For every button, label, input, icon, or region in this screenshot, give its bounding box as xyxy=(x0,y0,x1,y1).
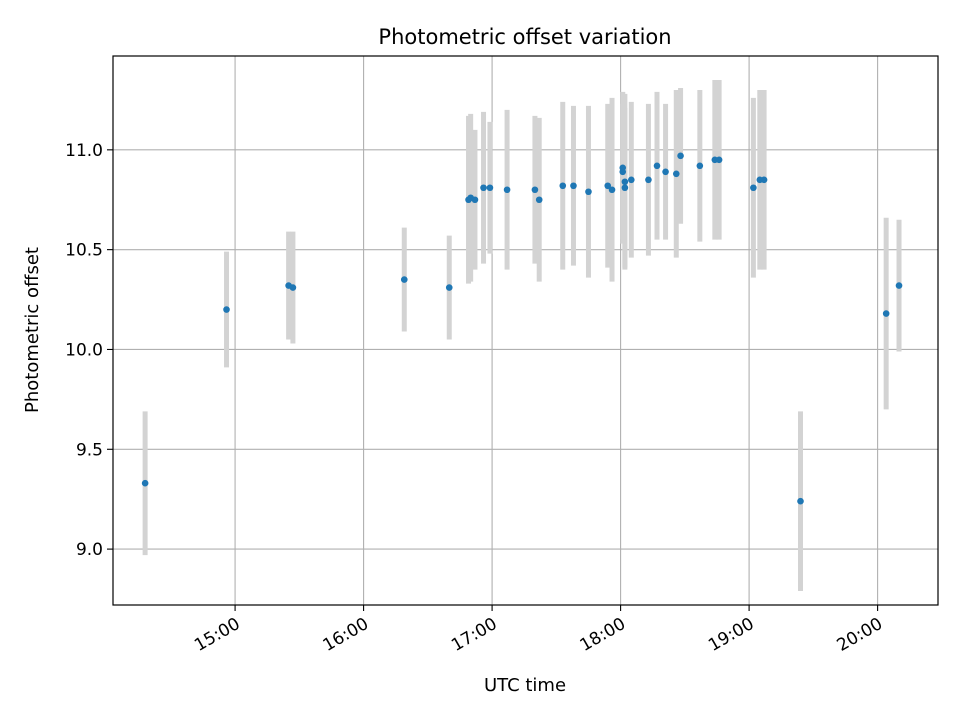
error-bars xyxy=(142,79,902,592)
data-point xyxy=(628,176,635,184)
plot-area-frame xyxy=(112,55,939,606)
data-point xyxy=(672,170,680,178)
data-point xyxy=(471,196,479,204)
data-point xyxy=(619,168,627,176)
y-axis-label: Photometric offset xyxy=(22,247,43,413)
data-points xyxy=(141,152,903,505)
data-point xyxy=(289,284,297,291)
x-axis-label: UTC time xyxy=(484,675,566,696)
data-point xyxy=(585,188,592,196)
data-point xyxy=(503,186,511,194)
y-axis-ticks: 9.0 9.5 10.0 10.5 11.0 xyxy=(65,141,113,560)
x-tick-label: 18:00 xyxy=(577,614,629,656)
data-point xyxy=(480,184,487,192)
data-point xyxy=(653,162,661,170)
data-point xyxy=(677,152,684,160)
data-point xyxy=(535,196,543,204)
data-point xyxy=(760,176,768,184)
data-point xyxy=(400,276,408,283)
data-point xyxy=(559,182,567,190)
x-tick-label: 20:00 xyxy=(834,614,886,656)
x-tick-label: 15:00 xyxy=(191,614,243,656)
y-tick-label: 9.0 xyxy=(76,540,103,560)
data-point xyxy=(223,306,230,313)
x-tick-label: 19:00 xyxy=(705,614,757,656)
data-point xyxy=(645,176,652,184)
data-point xyxy=(797,497,804,505)
data-point xyxy=(604,182,612,190)
x-axis-ticks: 15:00 16:00 17:00 18:00 19:00 20:00 xyxy=(191,605,886,656)
x-tick-label: 16:00 xyxy=(320,614,372,656)
data-point xyxy=(882,310,890,317)
grid-lines xyxy=(113,56,938,605)
data-point xyxy=(662,168,669,176)
data-point xyxy=(621,178,629,186)
y-tick-label: 9.5 xyxy=(76,440,103,460)
chart-title: Photometric offset variation xyxy=(378,25,671,49)
data-point xyxy=(445,284,453,291)
data-point xyxy=(696,162,704,170)
data-point xyxy=(570,182,577,190)
data-point xyxy=(895,282,903,289)
x-tick-label: 17:00 xyxy=(448,614,500,656)
data-point xyxy=(141,479,149,487)
data-point xyxy=(486,184,494,192)
y-tick-label: 10.0 xyxy=(65,340,103,360)
data-point xyxy=(750,184,757,192)
data-point xyxy=(621,184,629,192)
data-point xyxy=(715,156,723,164)
data-point xyxy=(531,186,539,194)
y-tick-label: 11.0 xyxy=(65,141,103,161)
data-point xyxy=(608,186,616,194)
y-tick-label: 10.5 xyxy=(65,241,103,261)
